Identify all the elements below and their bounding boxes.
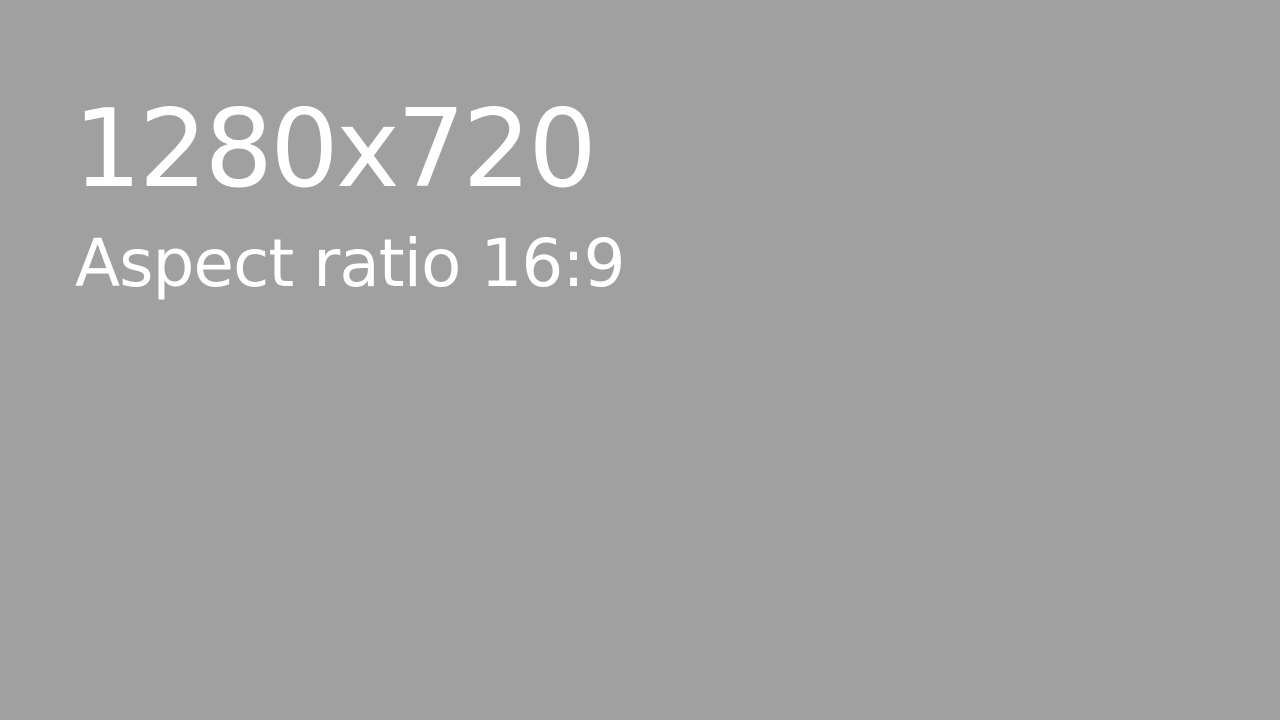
dimensions-label: 1280x720: [73, 87, 597, 212]
aspect-ratio-label: Aspect ratio 16:9: [75, 225, 626, 302]
